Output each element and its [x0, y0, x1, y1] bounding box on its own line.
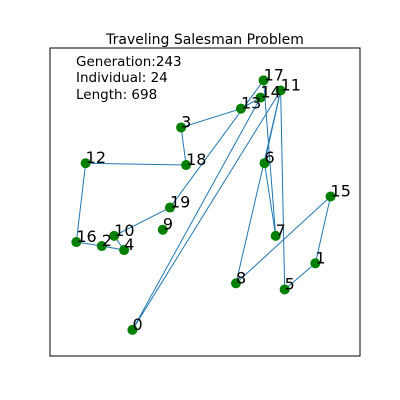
city-point-13 [235, 103, 246, 114]
route-edge-15-1 [314, 196, 332, 264]
city-point-5 [279, 284, 290, 295]
city-label-2: 2 [102, 231, 112, 250]
route-edge-12-16 [75, 163, 87, 243]
route-edge-1-5 [284, 262, 316, 290]
individual-text: Individual: 24 [76, 70, 168, 86]
route-edge-19-17 [169, 80, 264, 208]
city-label-8: 8 [236, 268, 246, 287]
city-label-10: 10 [114, 221, 134, 240]
city-point-1 [310, 258, 321, 269]
route-edge-18-12 [85, 162, 187, 166]
city-point-0 [127, 324, 138, 335]
city-label-7: 7 [276, 221, 286, 240]
route-edges [75, 80, 332, 331]
route-edge-10-19 [113, 207, 171, 237]
city-point-8 [231, 278, 241, 289]
city-label-1: 1 [315, 248, 325, 267]
city-point-14 [255, 92, 266, 103]
city-label-12: 12 [86, 148, 106, 167]
city-point-11 [275, 85, 286, 96]
route-edge-0-14 [132, 97, 261, 331]
route-edge-7-6 [264, 163, 277, 236]
city-point-19 [164, 202, 175, 213]
generation-text: Generation:243 [76, 54, 182, 70]
route-edge-17-7 [263, 80, 277, 236]
city-point-15 [325, 191, 336, 202]
city-label-13: 13 [241, 94, 261, 113]
city-label-16: 16 [76, 227, 96, 246]
city-point-3 [176, 122, 187, 133]
city-point-16 [71, 237, 82, 248]
route-edge-3-18 [180, 127, 187, 166]
city-point-17 [258, 75, 269, 86]
city-label-19: 19 [170, 193, 190, 212]
city-point-10 [109, 230, 120, 241]
city-label-6: 6 [265, 148, 275, 167]
city-label-5: 5 [285, 274, 295, 293]
city-label-3: 3 [181, 112, 191, 131]
city-label-18: 18 [186, 150, 206, 169]
route-edge-11-0 [132, 90, 282, 331]
chart-title: Traveling Salesman Problem [105, 32, 304, 48]
city-point-7 [270, 230, 281, 241]
length-text: Length: 698 [76, 87, 157, 103]
city-point-18 [181, 160, 192, 171]
city-label-17: 17 [264, 65, 284, 84]
route-edge-11-8 [235, 90, 282, 284]
city-label-9: 9 [163, 215, 173, 234]
route-edge-5-11 [280, 90, 286, 290]
city-label-14: 14 [260, 83, 280, 102]
city-label-15: 15 [331, 181, 351, 200]
route-edge-13-3 [180, 108, 242, 128]
city-point-2 [96, 241, 107, 252]
city-label-11: 11 [281, 76, 301, 95]
city-point-4 [119, 245, 130, 256]
city-point-9 [157, 224, 168, 235]
city-label-4: 4 [124, 235, 134, 254]
plot-frame [49, 47, 361, 357]
city-point-12 [80, 158, 91, 169]
city-point-6 [259, 158, 270, 169]
city-label-0: 0 [132, 315, 142, 334]
city-points [71, 75, 336, 335]
